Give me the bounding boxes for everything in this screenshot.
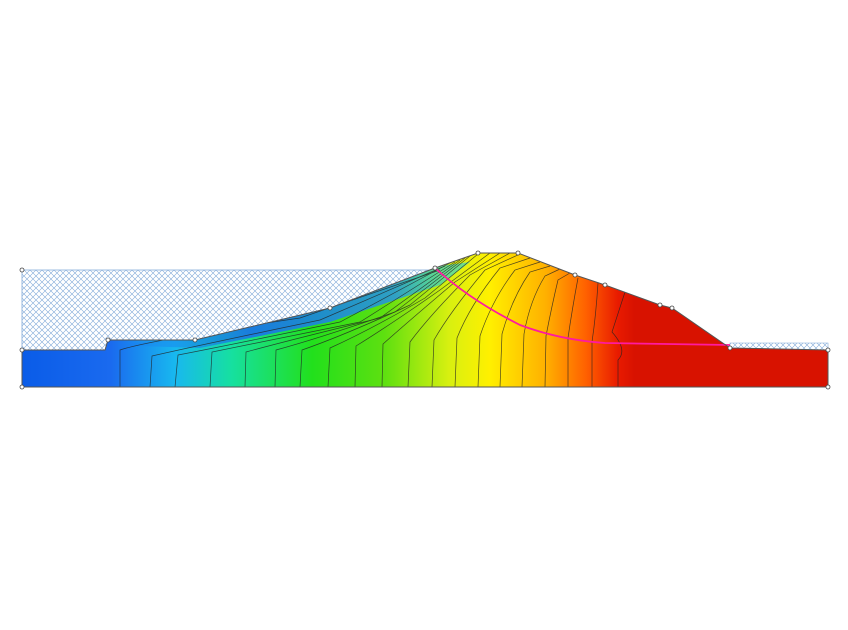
vertices <box>19 250 831 390</box>
phreatic-line <box>434 267 731 346</box>
contour-lines <box>22 253 626 387</box>
